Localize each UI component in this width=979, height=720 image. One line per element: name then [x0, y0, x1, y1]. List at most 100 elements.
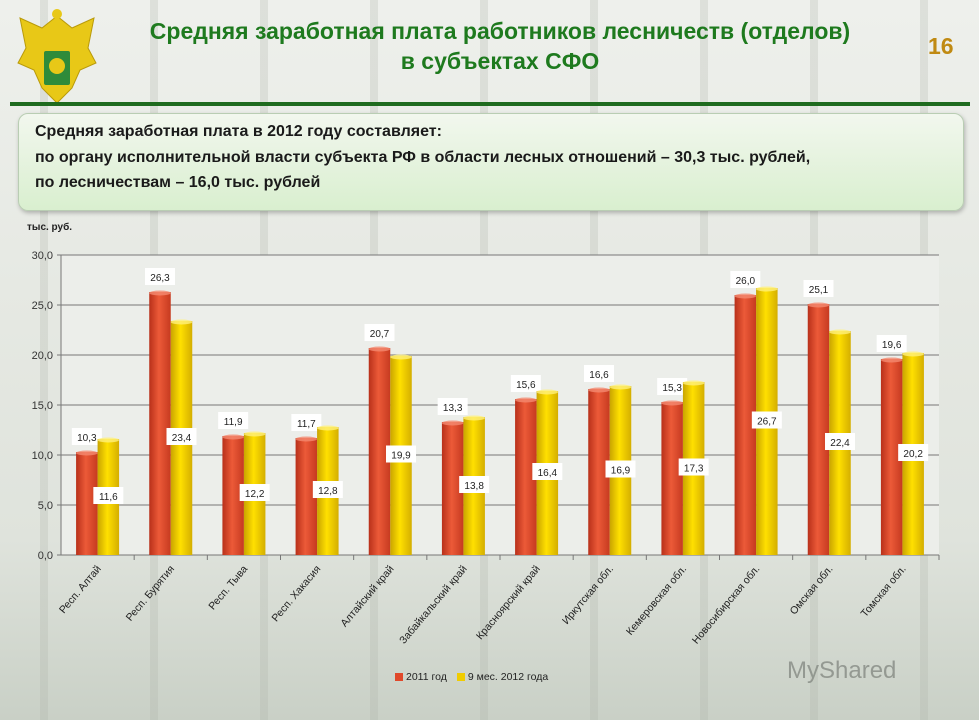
- data-label: 15,3: [662, 383, 682, 394]
- x-tick-label: Кемеровская обл.: [624, 563, 689, 637]
- data-label-background: [218, 412, 249, 429]
- bar-top-highlight: [170, 319, 193, 325]
- data-label-background: [751, 411, 782, 429]
- data-label: 17,3: [684, 464, 704, 475]
- bar-2011: [880, 359, 903, 555]
- y-tick-label: 5,0: [38, 500, 53, 512]
- y-axis-unit-label: тыс. руб.: [27, 222, 73, 233]
- data-label-background: [876, 335, 907, 352]
- data-label-background: [459, 476, 490, 493]
- bar-top-highlight: [149, 290, 171, 296]
- bar-2011: [588, 389, 610, 555]
- bar-2011: [807, 304, 830, 555]
- info-box: Средняя заработная плата в 2012 году сос…: [18, 113, 964, 211]
- legend-item-2012: 9 мес. 2012 года: [456, 671, 549, 683]
- data-label-background: [312, 481, 343, 498]
- bar-2011: [515, 399, 537, 555]
- bar-top-highlight: [734, 293, 757, 299]
- data-label: 19,9: [391, 451, 411, 462]
- data-label: 15,6: [516, 380, 536, 391]
- x-tick-label: Новосибирская обл.: [690, 563, 763, 646]
- data-label-background: [364, 324, 395, 341]
- bar-top-highlight: [515, 397, 537, 403]
- data-label-background: [93, 487, 124, 504]
- bar-top-highlight: [463, 415, 485, 421]
- x-tick-label: Забайкальский край: [397, 563, 470, 646]
- bar-top-highlight: [536, 389, 559, 395]
- bar-top-highlight: [609, 384, 632, 390]
- data-label: 26,7: [757, 417, 777, 428]
- data-label-background: [510, 375, 541, 392]
- data-label-background: [657, 378, 688, 395]
- bar-top-highlight: [756, 286, 778, 292]
- data-label-background: [71, 428, 102, 445]
- bar-top-highlight: [368, 346, 391, 352]
- data-label: 10,3: [77, 433, 97, 444]
- bar-top-highlight: [243, 431, 266, 437]
- bar-top-highlight: [97, 437, 120, 443]
- bar-top-highlight: [441, 420, 464, 426]
- bar-top-highlight: [76, 450, 98, 456]
- bar-2011: [441, 422, 464, 555]
- data-label: 13,8: [464, 481, 484, 492]
- bar-top-highlight: [317, 425, 339, 431]
- data-label: 26,3: [150, 273, 170, 284]
- bar-top-highlight: [682, 380, 705, 386]
- info-line-1: Средняя заработная плата в 2012 году сос…: [35, 123, 442, 140]
- data-label: 11,6: [99, 492, 118, 503]
- y-tick-label: 15,0: [32, 400, 53, 412]
- bar-top-highlight: [390, 354, 412, 360]
- data-label: 11,7: [297, 419, 316, 430]
- x-tick-label: Красноярский край: [474, 563, 543, 642]
- data-label: 11,9: [224, 417, 243, 428]
- bar-top-highlight: [295, 436, 318, 442]
- y-tick-label: 0,0: [38, 550, 53, 562]
- data-label-background: [605, 460, 636, 478]
- data-label-background: [803, 280, 834, 297]
- data-label: 16,6: [589, 370, 609, 381]
- data-label-background: [678, 458, 709, 476]
- page-number: 16: [928, 33, 954, 59]
- y-tick-label: 30,0: [32, 250, 53, 262]
- data-label-background: [239, 484, 270, 501]
- legend-label-2012: 9 мес. 2012 года: [467, 671, 549, 683]
- data-label-background: [386, 445, 416, 463]
- bar-2011: [734, 295, 757, 555]
- y-tick-label: 10,0: [32, 450, 53, 462]
- data-label-background: [166, 428, 197, 445]
- bar-top-highlight: [807, 302, 830, 308]
- legend-label-2011: 2011 год: [406, 671, 447, 683]
- data-label: 12,2: [245, 489, 265, 500]
- data-label-background: [584, 365, 614, 382]
- title-line-2: в субъектах СФО: [400, 48, 600, 74]
- info-line-3: по лесничествам – 16,0 тыс. рублей: [35, 174, 321, 191]
- chart-legend: 2011 год 9 мес. 2012 года: [395, 671, 548, 683]
- legend-swatch-2012: [456, 673, 465, 682]
- bar-top-highlight: [902, 351, 924, 357]
- header-divider: [10, 102, 970, 106]
- data-label-background: [145, 268, 175, 285]
- data-label-background: [437, 398, 468, 415]
- data-label: 23,4: [172, 433, 192, 444]
- data-label: 16,9: [611, 466, 631, 477]
- bar-2011: [76, 452, 98, 555]
- bar-2011: [295, 438, 318, 555]
- data-label: 25,1: [809, 285, 829, 296]
- bar-top-highlight: [880, 357, 903, 363]
- data-label: 13,3: [443, 403, 463, 414]
- x-tick-label: Респ. Алтай: [57, 563, 104, 616]
- bar-top-highlight: [829, 329, 851, 335]
- bar-2011: [368, 348, 391, 555]
- x-tick-label: Респ. Бурятия: [124, 563, 177, 623]
- bar-top-highlight: [661, 400, 683, 406]
- data-label: 19,6: [882, 340, 902, 351]
- y-tick-label: 20,0: [32, 350, 53, 362]
- data-label: 26,0: [736, 276, 756, 287]
- data-label: 20,7: [370, 329, 390, 340]
- title-line-1: Средняя заработная плата работников лесн…: [149, 18, 851, 44]
- data-label-background: [825, 433, 855, 450]
- data-label-background: [532, 463, 563, 480]
- myshared-watermark: MyShared: [787, 657, 897, 684]
- legend-item-2011: 2011 год: [395, 671, 447, 683]
